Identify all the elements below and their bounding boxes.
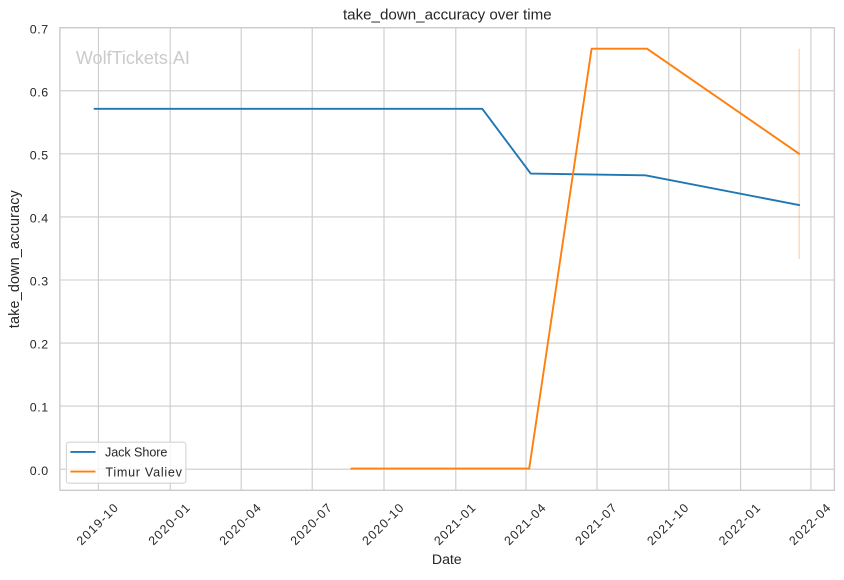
svg-text:0.0: 0.0 — [30, 464, 48, 478]
svg-text:WolfTickets.AI: WolfTickets.AI — [76, 48, 190, 68]
svg-text:0.4: 0.4 — [30, 212, 48, 226]
svg-text:Timur Valiev: Timur Valiev — [105, 465, 182, 479]
svg-text:0.3: 0.3 — [30, 275, 48, 289]
svg-text:take_down_accuracy: take_down_accuracy — [7, 189, 23, 328]
svg-text:0.5: 0.5 — [30, 148, 48, 162]
svg-text:take_down_accuracy over time: take_down_accuracy over time — [343, 7, 552, 24]
svg-text:Jack Shore: Jack Shore — [105, 446, 167, 460]
svg-text:0.7: 0.7 — [30, 22, 48, 36]
svg-text:0.2: 0.2 — [30, 338, 48, 352]
svg-text:Date: Date — [432, 552, 462, 568]
svg-text:0.1: 0.1 — [30, 401, 48, 415]
svg-text:0.6: 0.6 — [30, 85, 48, 99]
